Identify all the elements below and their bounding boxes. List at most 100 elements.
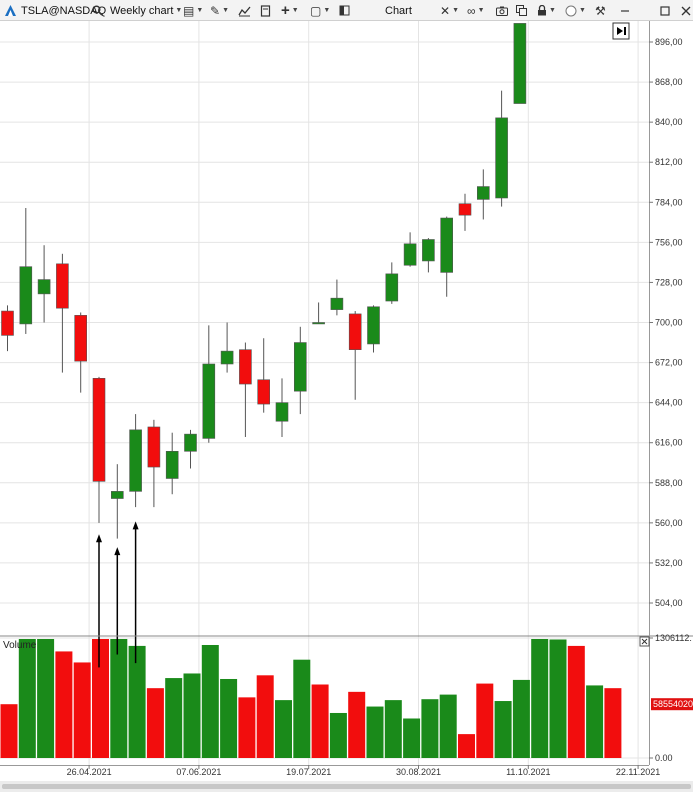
candle-up[interactable] xyxy=(293,326,307,415)
volume-bar-up[interactable] xyxy=(220,678,238,758)
candle-body xyxy=(403,243,417,266)
volume-bar-down[interactable] xyxy=(73,662,91,758)
candle-up[interactable] xyxy=(422,238,435,273)
candle-up[interactable] xyxy=(111,464,124,539)
candle-down[interactable] xyxy=(92,376,106,523)
color-circle-icon[interactable]: ▼ xyxy=(565,0,586,21)
candle-down[interactable] xyxy=(348,311,362,400)
candle-down[interactable] xyxy=(458,193,472,231)
price-tick-label: 840,00 xyxy=(655,117,683,127)
candle-down[interactable] xyxy=(147,419,161,508)
volume-bar-up[interactable] xyxy=(512,679,530,758)
volume-bar-up[interactable] xyxy=(293,659,311,758)
close-icon[interactable] xyxy=(681,0,691,21)
volume-bar-up[interactable] xyxy=(183,673,201,758)
volume-bar-down[interactable] xyxy=(567,645,585,758)
volume-bar-down[interactable] xyxy=(476,683,494,758)
crosshair-icon[interactable]: + ▼ xyxy=(281,2,299,19)
volume-bar-up[interactable] xyxy=(18,639,36,758)
volume-bar-up[interactable] xyxy=(201,644,219,758)
candle-down[interactable] xyxy=(257,338,271,413)
candle-up[interactable] xyxy=(37,245,51,323)
candle-up[interactable] xyxy=(513,23,527,104)
candle-up[interactable] xyxy=(330,279,344,316)
volume-bar-down[interactable] xyxy=(92,639,109,758)
candlestick-chart[interactable]: 896,00 868,00 840,00 812,00 784,00 756,00 728,… xyxy=(0,21,693,792)
annotation-arrow[interactable] xyxy=(132,521,139,664)
candle-up[interactable] xyxy=(184,429,197,469)
app-logo-icon xyxy=(4,0,17,21)
candle-body xyxy=(92,378,106,482)
timeframe-label: Weekly chart xyxy=(110,4,174,17)
volume-bar-down[interactable] xyxy=(238,697,256,758)
panel-icon[interactable] xyxy=(339,0,350,21)
candle-down[interactable] xyxy=(74,312,87,393)
template-icon[interactable] xyxy=(260,0,271,21)
candle-body xyxy=(1,310,14,336)
candle-up[interactable] xyxy=(403,232,417,267)
candle-up[interactable] xyxy=(312,302,325,325)
volume-bar-up[interactable] xyxy=(128,645,146,758)
scroll-to-end-button[interactable] xyxy=(612,22,630,40)
volume-bar-up[interactable] xyxy=(403,718,421,758)
search-icon[interactable] xyxy=(92,0,103,21)
timeframe-dropdown[interactable]: Weekly chart ▼ xyxy=(110,0,182,21)
minimize-icon[interactable] xyxy=(620,0,630,21)
volume-bar-down[interactable] xyxy=(256,675,274,758)
volume-bar-down[interactable] xyxy=(348,691,366,758)
candle-down[interactable] xyxy=(56,253,69,373)
annotation-arrow[interactable] xyxy=(96,534,102,668)
candle-up[interactable] xyxy=(367,305,380,353)
volume-bar-up[interactable] xyxy=(275,700,292,758)
cursor-icon[interactable]: ✕ ▼ xyxy=(440,3,459,18)
candle-down[interactable] xyxy=(239,342,252,437)
copy-icon[interactable] xyxy=(516,0,527,21)
candle-up[interactable] xyxy=(275,378,289,437)
drawing-tool-icon[interactable]: ▢ ▼ xyxy=(310,3,331,18)
candle-up[interactable] xyxy=(165,432,179,495)
volume-bar-down[interactable] xyxy=(311,684,329,758)
lock-icon[interactable]: ▼ xyxy=(537,0,556,21)
candle-up[interactable] xyxy=(385,262,399,304)
volume-bar-up[interactable] xyxy=(586,685,604,758)
candle-up[interactable] xyxy=(129,414,142,508)
volume-bar-up[interactable] xyxy=(531,639,549,758)
bar-style-icon[interactable]: ▤ ▼ xyxy=(183,3,204,18)
volume-bar-down[interactable] xyxy=(0,704,18,758)
candle-down[interactable] xyxy=(1,305,14,352)
volume-bar-up[interactable] xyxy=(366,706,384,758)
volume-bar-down[interactable] xyxy=(55,651,73,758)
candle-up[interactable] xyxy=(476,169,490,220)
candle-body xyxy=(202,363,216,439)
volume-bar-down[interactable] xyxy=(604,688,622,758)
arrow-head xyxy=(96,534,102,543)
candle-body xyxy=(165,451,179,479)
annotation-arrow[interactable] xyxy=(114,547,121,655)
candle-up[interactable] xyxy=(440,216,454,297)
candle-body xyxy=(348,313,362,350)
volume-bar-up[interactable] xyxy=(549,639,567,758)
volume-bar-up[interactable] xyxy=(494,701,512,758)
candle-up[interactable] xyxy=(202,325,216,443)
pencil-icon[interactable]: ✎ ▼ xyxy=(210,3,229,18)
volume-bar-down[interactable] xyxy=(458,734,475,758)
volume-bar-up[interactable] xyxy=(421,699,439,758)
volume-bar-up[interactable] xyxy=(329,712,347,758)
close-pane-button[interactable] xyxy=(639,636,650,647)
scrollbar-thumb[interactable] xyxy=(2,784,691,789)
volume-bar-up[interactable] xyxy=(439,694,457,758)
volume-bar-down[interactable] xyxy=(146,688,164,758)
volume-bar-up[interactable] xyxy=(110,639,128,758)
candle-up[interactable] xyxy=(220,322,234,373)
camera-icon[interactable] xyxy=(496,0,508,21)
volume-bar-up[interactable] xyxy=(165,678,183,758)
volume-bar-up[interactable] xyxy=(37,639,55,758)
candle-up[interactable] xyxy=(19,208,33,334)
volume-bar-up[interactable] xyxy=(384,700,402,758)
link-icon[interactable]: ∞ ▼ xyxy=(467,3,485,18)
maximize-icon[interactable] xyxy=(660,0,670,21)
candle-up[interactable] xyxy=(495,90,508,207)
symbol-label[interactable]: TSLA@NASDAQ xyxy=(21,4,107,17)
indicator-icon[interactable] xyxy=(238,0,251,21)
pin-icon[interactable]: ⚒ xyxy=(595,3,606,18)
